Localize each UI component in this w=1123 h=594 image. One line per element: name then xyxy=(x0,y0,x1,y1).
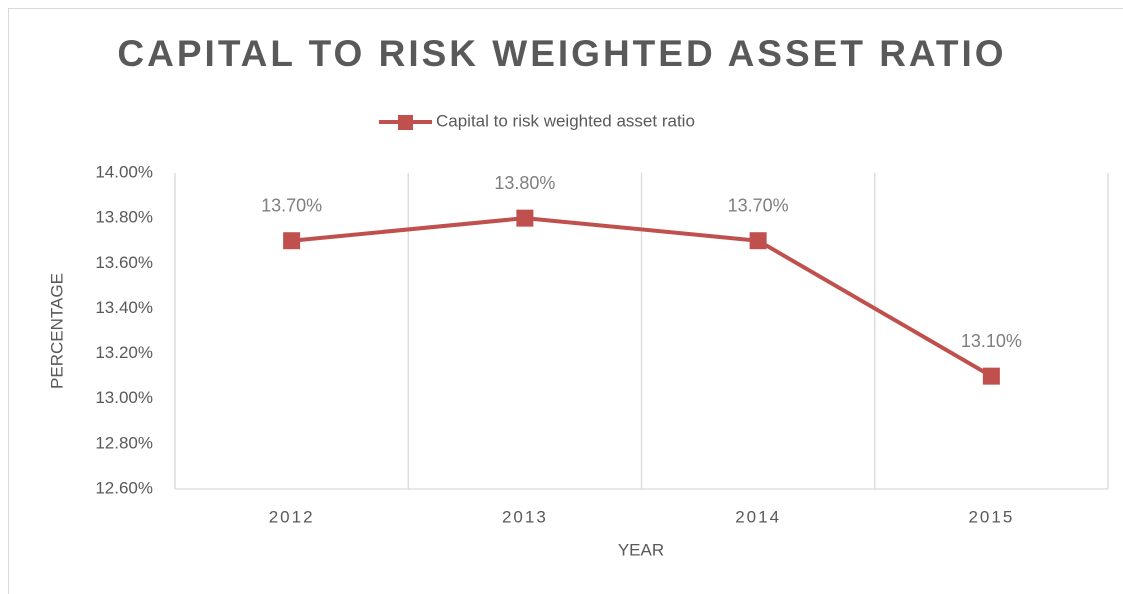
y-tick-label: 13.80% xyxy=(95,208,153,227)
data-label: 13.10% xyxy=(961,331,1022,351)
data-label: 13.80% xyxy=(494,173,555,193)
data-point xyxy=(283,232,301,250)
data-point xyxy=(749,232,767,250)
y-tick-label: 13.60% xyxy=(95,253,153,272)
legend-marker xyxy=(398,115,413,130)
legend-label: Capital to risk weighted asset ratio xyxy=(436,111,695,130)
y-tick-label: 12.60% xyxy=(95,478,153,497)
y-tick-label: 12.80% xyxy=(95,433,153,452)
y-tick-label: 13.00% xyxy=(95,388,153,407)
y-tick-label: 14.00% xyxy=(95,162,153,181)
x-tick-label: 2013 xyxy=(502,507,548,526)
x-tick-label: 2015 xyxy=(968,507,1014,526)
y-tick-label: 13.40% xyxy=(95,298,153,317)
chart-title: CAPITAL TO RISK WEIGHTED ASSET RATIO xyxy=(117,33,1006,74)
y-tick-label: 13.20% xyxy=(95,343,153,362)
data-label: 13.70% xyxy=(261,195,322,215)
data-label: 13.70% xyxy=(728,195,789,215)
y-axis-label: PERCENTAGE xyxy=(47,273,66,389)
data-point xyxy=(516,209,534,227)
data-point xyxy=(982,367,1000,385)
x-axis-label: YEAR xyxy=(618,540,664,559)
series-line xyxy=(291,216,993,378)
x-tick-label: 2014 xyxy=(735,507,781,526)
x-tick-label: 2012 xyxy=(269,507,315,526)
chart-frame xyxy=(8,8,1123,594)
